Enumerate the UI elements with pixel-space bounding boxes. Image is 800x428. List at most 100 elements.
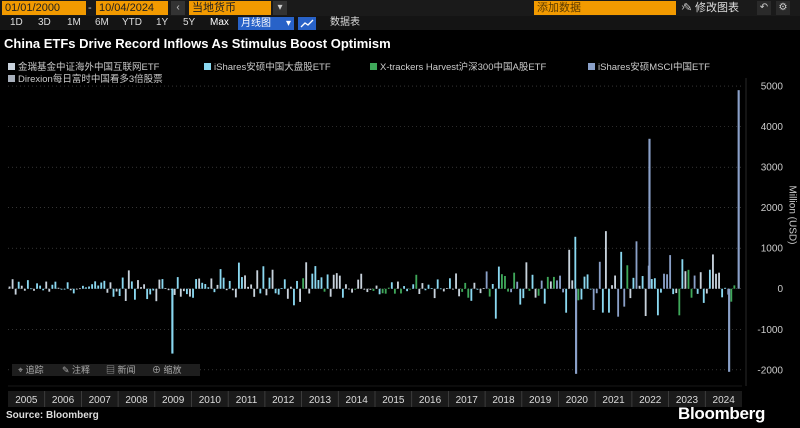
bar	[33, 288, 35, 291]
track-button[interactable]: ⌖ 追踪	[18, 364, 44, 376]
bar	[390, 282, 393, 289]
x-axis-band	[8, 391, 742, 407]
bar	[20, 285, 23, 289]
bar	[540, 280, 543, 289]
period-1y[interactable]: 1Y	[156, 17, 169, 28]
undo-icon[interactable]: ↶	[757, 1, 771, 15]
bar	[467, 288, 470, 298]
news-button[interactable]: ▤ 新闻	[106, 364, 136, 376]
legend-item[interactable]: iShares安硕中国大盘股ETF	[204, 62, 331, 73]
date-separator: -	[88, 2, 92, 14]
period-1d[interactable]: 1D	[10, 17, 23, 28]
bar	[36, 283, 38, 289]
chevron-down-icon: ▾	[285, 18, 291, 29]
bar	[510, 288, 513, 293]
legend-label: iShares安硕中国大盘股ETF	[214, 62, 331, 73]
bar	[299, 288, 301, 302]
bar	[152, 288, 155, 291]
y-tick-label: 3000	[761, 163, 784, 174]
bar	[23, 288, 26, 291]
end-date-input[interactable]: 10/04/2024	[96, 1, 168, 15]
period-3d[interactable]: 3D	[38, 17, 51, 28]
legend-item[interactable]: iShares安硕MSCI中国ETF	[588, 62, 710, 73]
bar	[421, 283, 424, 289]
chevron-left-icon[interactable]: ‹	[171, 1, 185, 15]
annotate-button[interactable]: ✎ 注释	[62, 364, 90, 376]
bar	[473, 282, 476, 289]
bar	[241, 277, 243, 289]
chevron-down-icon[interactable]: ▾	[273, 1, 287, 15]
period-6m[interactable]: 6M	[95, 17, 109, 28]
bloomberg-logo: Bloomberg	[678, 404, 766, 423]
chart-mode-select[interactable]: 月线图 ▾	[238, 17, 294, 30]
bar	[644, 288, 647, 317]
legend-item[interactable]: X-trackers Harvest沪深300中国A股ETF	[370, 62, 546, 73]
bar	[289, 286, 292, 289]
pencil-icon: ✎	[62, 365, 73, 375]
line-chart-icon[interactable]	[298, 17, 316, 30]
bar	[127, 270, 130, 289]
edit-chart-button[interactable]: ✎ 修改图表	[681, 1, 781, 15]
bar	[687, 269, 690, 289]
start-date-input[interactable]: 01/01/2000	[2, 1, 86, 15]
bar	[424, 288, 427, 291]
bar	[149, 288, 152, 295]
bar	[63, 288, 66, 290]
bar	[534, 288, 537, 298]
bar	[335, 273, 338, 289]
bar	[418, 288, 421, 295]
legend-item[interactable]: 金瑞基金中证海外中国互联网ETF	[8, 62, 159, 73]
bar	[672, 288, 675, 295]
bar	[626, 265, 629, 289]
period-max[interactable]: Max	[210, 17, 229, 28]
bar	[302, 278, 305, 289]
bar	[666, 274, 668, 289]
bar	[329, 288, 332, 297]
news-icon: ▤	[106, 365, 118, 375]
bar	[608, 288, 610, 313]
track-label: 追踪	[25, 365, 44, 375]
x-tick-label: 2020	[566, 395, 589, 406]
bar	[75, 288, 78, 290]
bar	[198, 278, 201, 289]
bar	[167, 288, 170, 291]
currency-select[interactable]: 当地货币	[189, 1, 271, 15]
bar	[705, 288, 708, 294]
x-tick-label: 2022	[639, 395, 662, 406]
bar	[537, 288, 540, 296]
bar	[641, 276, 644, 289]
bar	[348, 288, 350, 290]
bar	[592, 288, 595, 310]
bar	[693, 275, 696, 289]
y-tick-label: -2000	[757, 365, 783, 376]
legend-item[interactable]: Direxion每日富时中国看多3倍股票	[8, 74, 163, 85]
period-toolbar: 1D 3D 1M 6M YTD 1Y 5Y Max 月线图 ▾ 数据表	[0, 16, 800, 30]
bar	[737, 90, 740, 289]
bar	[363, 288, 366, 290]
bar	[253, 288, 256, 297]
period-ytd[interactable]: YTD	[122, 17, 142, 28]
bar	[219, 269, 222, 289]
chevron-right-icon[interactable]: ›	[681, 2, 685, 13]
bar	[286, 288, 289, 299]
zoom-button[interactable]: ⊕ 缩放	[152, 364, 182, 376]
bar	[234, 288, 237, 298]
bar	[562, 288, 565, 293]
bar	[556, 280, 558, 289]
x-tick-label: 2009	[162, 395, 185, 406]
period-5y[interactable]: 5Y	[183, 17, 196, 28]
bar	[696, 288, 699, 294]
add-data-input[interactable]: 添加数据	[534, 1, 676, 15]
data-table-tab[interactable]: 数据表	[330, 17, 360, 28]
bar	[17, 281, 20, 289]
bar	[8, 286, 11, 289]
period-1m[interactable]: 1M	[67, 17, 81, 28]
settings-icon[interactable]: ⚙	[776, 1, 790, 15]
bar	[632, 277, 635, 289]
bar	[479, 288, 482, 294]
bar	[121, 277, 124, 289]
x-tick-label: 2019	[529, 395, 552, 406]
y-tick-label: 2000	[761, 203, 784, 214]
bar	[207, 287, 210, 289]
bar	[406, 288, 409, 292]
